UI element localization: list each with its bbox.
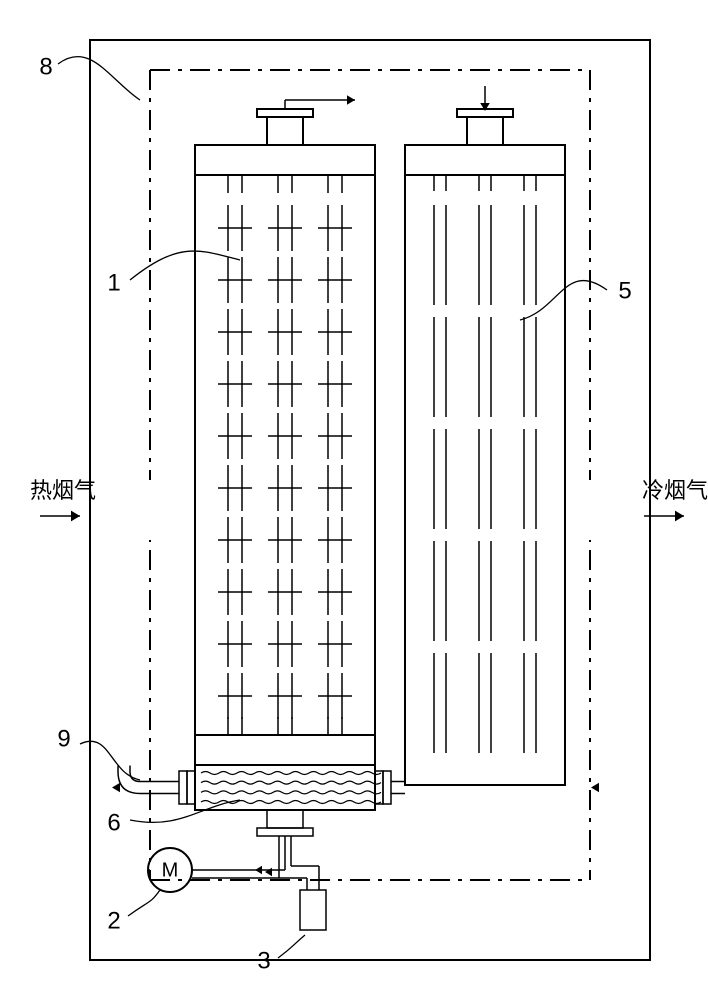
callout-n1: 1 <box>107 269 120 296</box>
leader-n1 <box>130 251 240 280</box>
cold-gas-label: 冷烟气 <box>642 478 708 503</box>
filter-box <box>300 890 326 930</box>
callout-n2: 2 <box>107 907 120 934</box>
callout-n3: 3 <box>257 947 270 974</box>
callout-n6: 6 <box>107 809 120 836</box>
leader-n5 <box>520 281 607 320</box>
hot-gas-label: 热烟气 <box>30 478 96 503</box>
column-a-body <box>195 145 375 765</box>
leader-n2 <box>128 890 160 916</box>
column-b-body <box>405 145 565 785</box>
callout-n5: 5 <box>618 277 631 304</box>
leader-n8 <box>58 57 140 100</box>
callout-n8: 8 <box>39 53 52 80</box>
leader-n3 <box>278 935 305 958</box>
callout-n9: 9 <box>57 725 70 752</box>
motor-label: M <box>162 859 179 881</box>
